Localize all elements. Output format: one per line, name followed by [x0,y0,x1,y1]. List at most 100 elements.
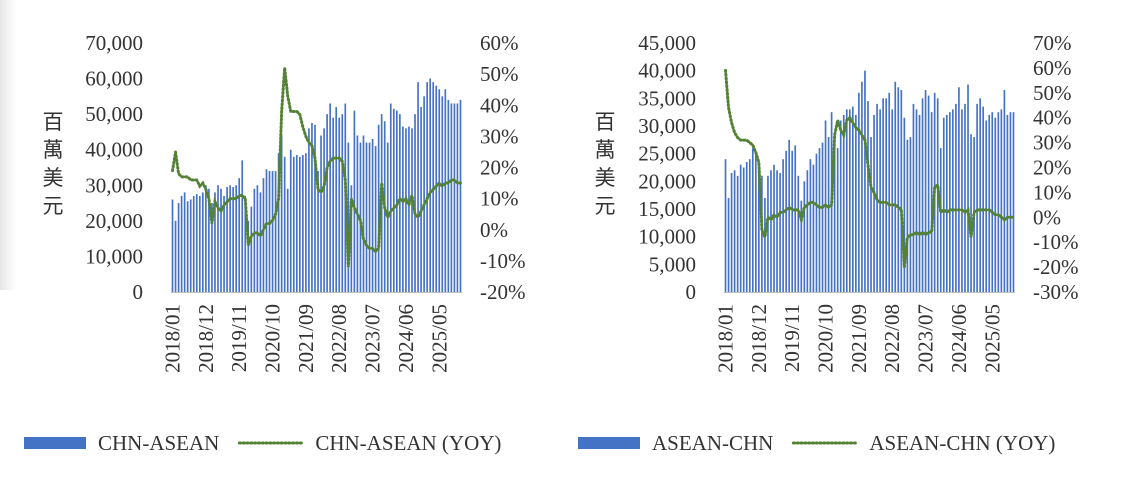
bar [970,134,972,292]
bar [921,98,924,292]
bar [806,170,809,292]
bar [927,95,930,292]
right-axis-tick-label: 30% [1033,131,1072,155]
bar [256,185,259,292]
bar [305,153,307,292]
x-axis-tick-label: 2022/08 [327,304,351,373]
bar [298,156,301,292]
bar [374,146,377,292]
bar [797,175,800,292]
x-axis-tick-label: 2020/10 [261,304,285,373]
bar [220,188,222,292]
bar [1009,112,1012,293]
left-axis-tick-label: 30,000 [85,173,143,197]
bar [958,87,960,293]
left-axis-tick-label: 0 [133,280,144,304]
bar [782,159,784,292]
bar [171,199,174,292]
legend-label: ASEAN-CHN (YOY) [869,431,1055,455]
x-axis-tick-label: 2021/09 [294,304,318,373]
bar [727,197,730,292]
bar [982,106,985,292]
left-axis-tick-label: 10,000 [85,244,143,268]
left-axis-tick-label: 35,000 [638,86,696,110]
x-axis-tick-label: 2021/09 [847,304,871,373]
legend-label: CHN-ASEAN [98,431,219,455]
bar [776,170,778,292]
bar [411,128,413,292]
bar [347,142,350,292]
bar [308,128,310,292]
yoy-line [724,68,1015,268]
right-axis-tick-label: -20% [1033,255,1079,279]
bar [283,156,286,292]
bar [733,170,736,292]
bar [952,109,954,293]
right-axis-tick-label: 20% [480,156,519,180]
bar [332,117,335,292]
bar [271,171,274,292]
bar [967,84,969,292]
bar [414,114,416,293]
bar [259,192,262,292]
bar [827,137,830,292]
bar [359,142,362,292]
x-axis-tick-label: 2024/06 [947,304,971,373]
bar [289,149,292,292]
bar [326,114,328,293]
bar [408,126,410,292]
bar [341,114,344,293]
bar [186,201,189,292]
bar [402,126,404,292]
bar [423,96,425,292]
bar [229,185,231,292]
left-axis-tick-label: 5,000 [649,252,696,276]
right-axis-tick-label: -10% [480,249,526,273]
bar [389,103,392,292]
bar [751,148,754,292]
bar [456,103,459,292]
bar [432,82,435,292]
bar [1000,109,1003,293]
left-axis-tick-label: 70,000 [85,31,143,55]
bar [994,117,997,292]
bar [903,117,906,292]
bar [767,175,769,292]
right-axis-tick-label: 70% [1033,31,1072,55]
bar [894,81,897,292]
bar [842,114,845,292]
bar [833,137,836,292]
x-axis-tick-label: 2020/10 [814,304,838,373]
right-axis-tick-label: 10% [480,187,519,211]
right-axis-tick-label: -30% [1033,280,1079,304]
x-axis-tick-label: 2018/12 [747,304,771,373]
bar [988,114,991,292]
bar [265,169,268,292]
bar [459,99,462,293]
x-axis-tick-label: 2023/07 [914,304,938,373]
bar [912,103,915,292]
bar [441,96,444,292]
bar [730,173,733,292]
bar [891,109,894,293]
bar [420,107,422,293]
left-axis-tick-label: 20,000 [638,169,696,193]
bar [930,112,933,293]
bar [724,159,727,292]
left-axis-tick-label: 10,000 [638,225,696,249]
bar [302,155,304,292]
bar [217,185,219,292]
bar [362,135,365,292]
bar [244,195,247,292]
bar [855,114,857,292]
bar [745,161,748,292]
bar [286,188,289,292]
bar [192,195,195,292]
chart-2: 0 5,000 10,000 15,000 20,000 25,000 30,000 35,0… [578,31,1079,455]
bar [453,103,456,292]
bar [405,128,407,292]
bar [295,155,298,292]
bar [247,220,250,292]
bar [870,137,872,292]
